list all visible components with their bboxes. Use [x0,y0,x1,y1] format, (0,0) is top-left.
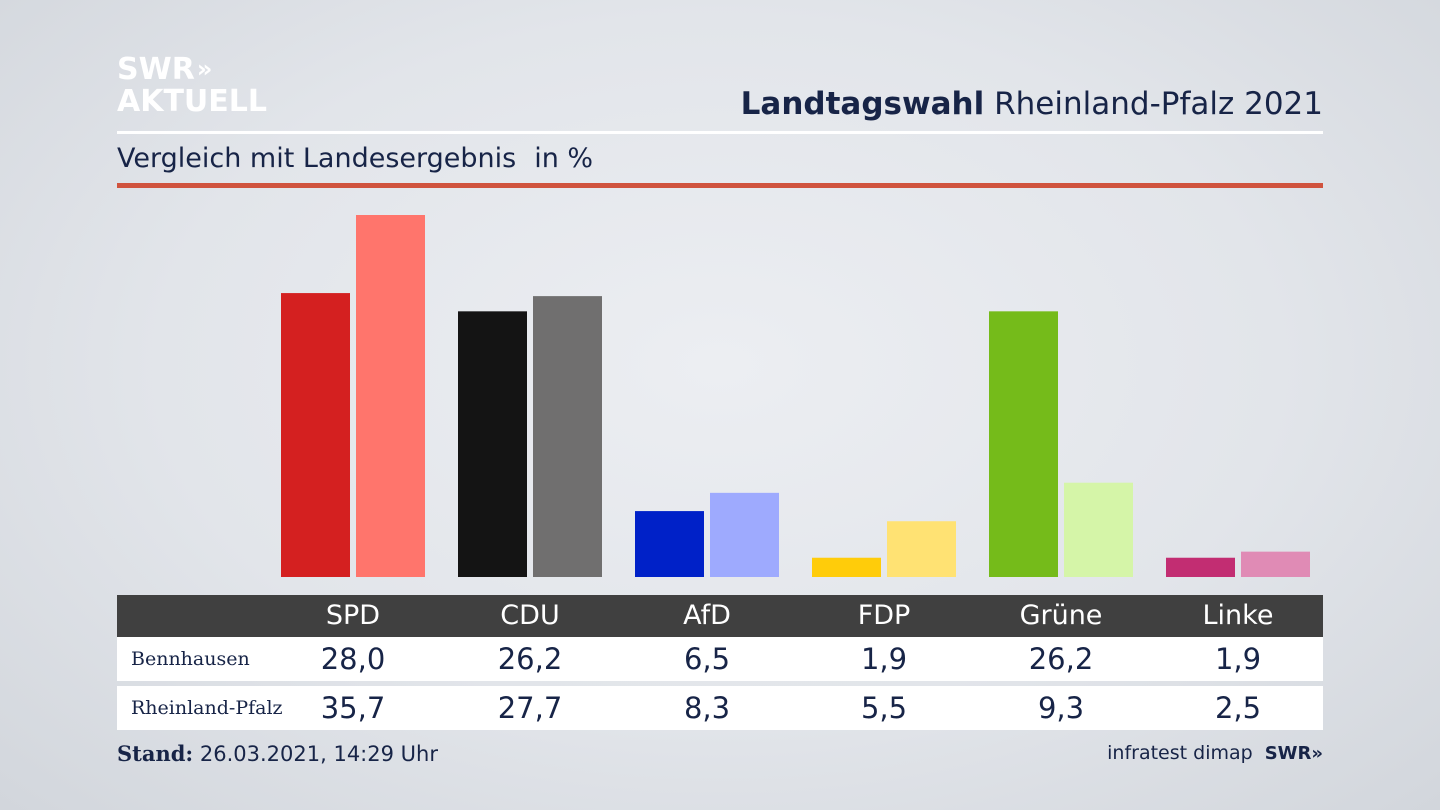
timestamp: Stand: 26.03.2021, 14:29 Uhr [117,741,438,766]
row-label: Bennhausen [131,648,250,670]
bar-fdp-state [887,521,956,577]
table-header: SPD CDU AfD FDP Grüne Linke [117,595,1323,637]
table-cell: 8,3 [683,691,731,725]
bar-cdu-state [533,296,602,577]
column-header-linke: Linke [1202,600,1274,631]
bar-fdp-local [812,557,881,577]
bar-linke-local [1166,557,1235,577]
table-row: Bennhausen 28,0 26,2 6,5 1,9 26,2 1,9 [117,637,1323,681]
stand-value: 26.03.2021, 14:29 Uhr [199,742,438,766]
stand-label: Stand: [117,741,194,766]
table-cell: 27,7 [497,691,563,725]
table-cell: 1,9 [1214,642,1262,676]
swr-aktuell-logo: SWR» AKTUELL [117,54,267,118]
column-header-grüne: Grüne [1019,600,1103,631]
table-cell: 6,5 [683,642,731,676]
table-cell: 35,7 [320,691,386,725]
bar-cdu-local [458,311,527,577]
logo-line2: AKTUELL [117,84,268,119]
accent-rule [117,183,1323,188]
page-title: Landtagswahl Rheinland-Pfalz 2021 [741,86,1323,122]
table-cell: 26,2 [497,642,563,676]
source-text: infratest dimap [1107,742,1253,764]
table-cell: 28,0 [320,642,386,676]
bar-spd-local [281,293,350,577]
table-cell: 2,5 [1214,691,1262,725]
row-label: Rheinland-Pfalz [131,697,283,719]
column-header-cdu: CDU [500,600,560,631]
swr-logo: SWR» [1264,742,1323,764]
table-cell: 5,5 [860,691,908,725]
bar-afd-local [635,511,704,577]
table-cell: 1,9 [860,642,908,676]
column-header-spd: SPD [325,600,381,631]
subtitle-text: Vergleich mit Landesergebnis [117,143,517,174]
bar-spd-state [356,215,425,577]
table-row: Rheinland-Pfalz 35,7 27,7 8,3 5,5 9,3 2,5 [117,686,1323,730]
title-rest: Rheinland-Pfalz 2021 [994,86,1323,122]
bar-linke-state [1241,551,1310,577]
source-credit: infratest dimap SWR» [1107,742,1323,764]
bar-afd-state [710,492,779,577]
logo-line1: SWR [117,52,195,87]
column-header-afd: AfD [683,600,731,631]
bar-grüne-state [1064,482,1133,577]
table-cell: 26,2 [1028,642,1094,676]
header-divider [117,131,1323,134]
column-header-fdp: FDP [857,600,911,631]
title-bold: Landtagswahl [740,86,985,122]
table-cell: 9,3 [1037,691,1085,725]
bar-grüne-local [989,311,1058,577]
unit-label: in % [534,143,594,174]
chart-subtitle: Vergleich mit Landesergebnis in % [117,143,593,174]
